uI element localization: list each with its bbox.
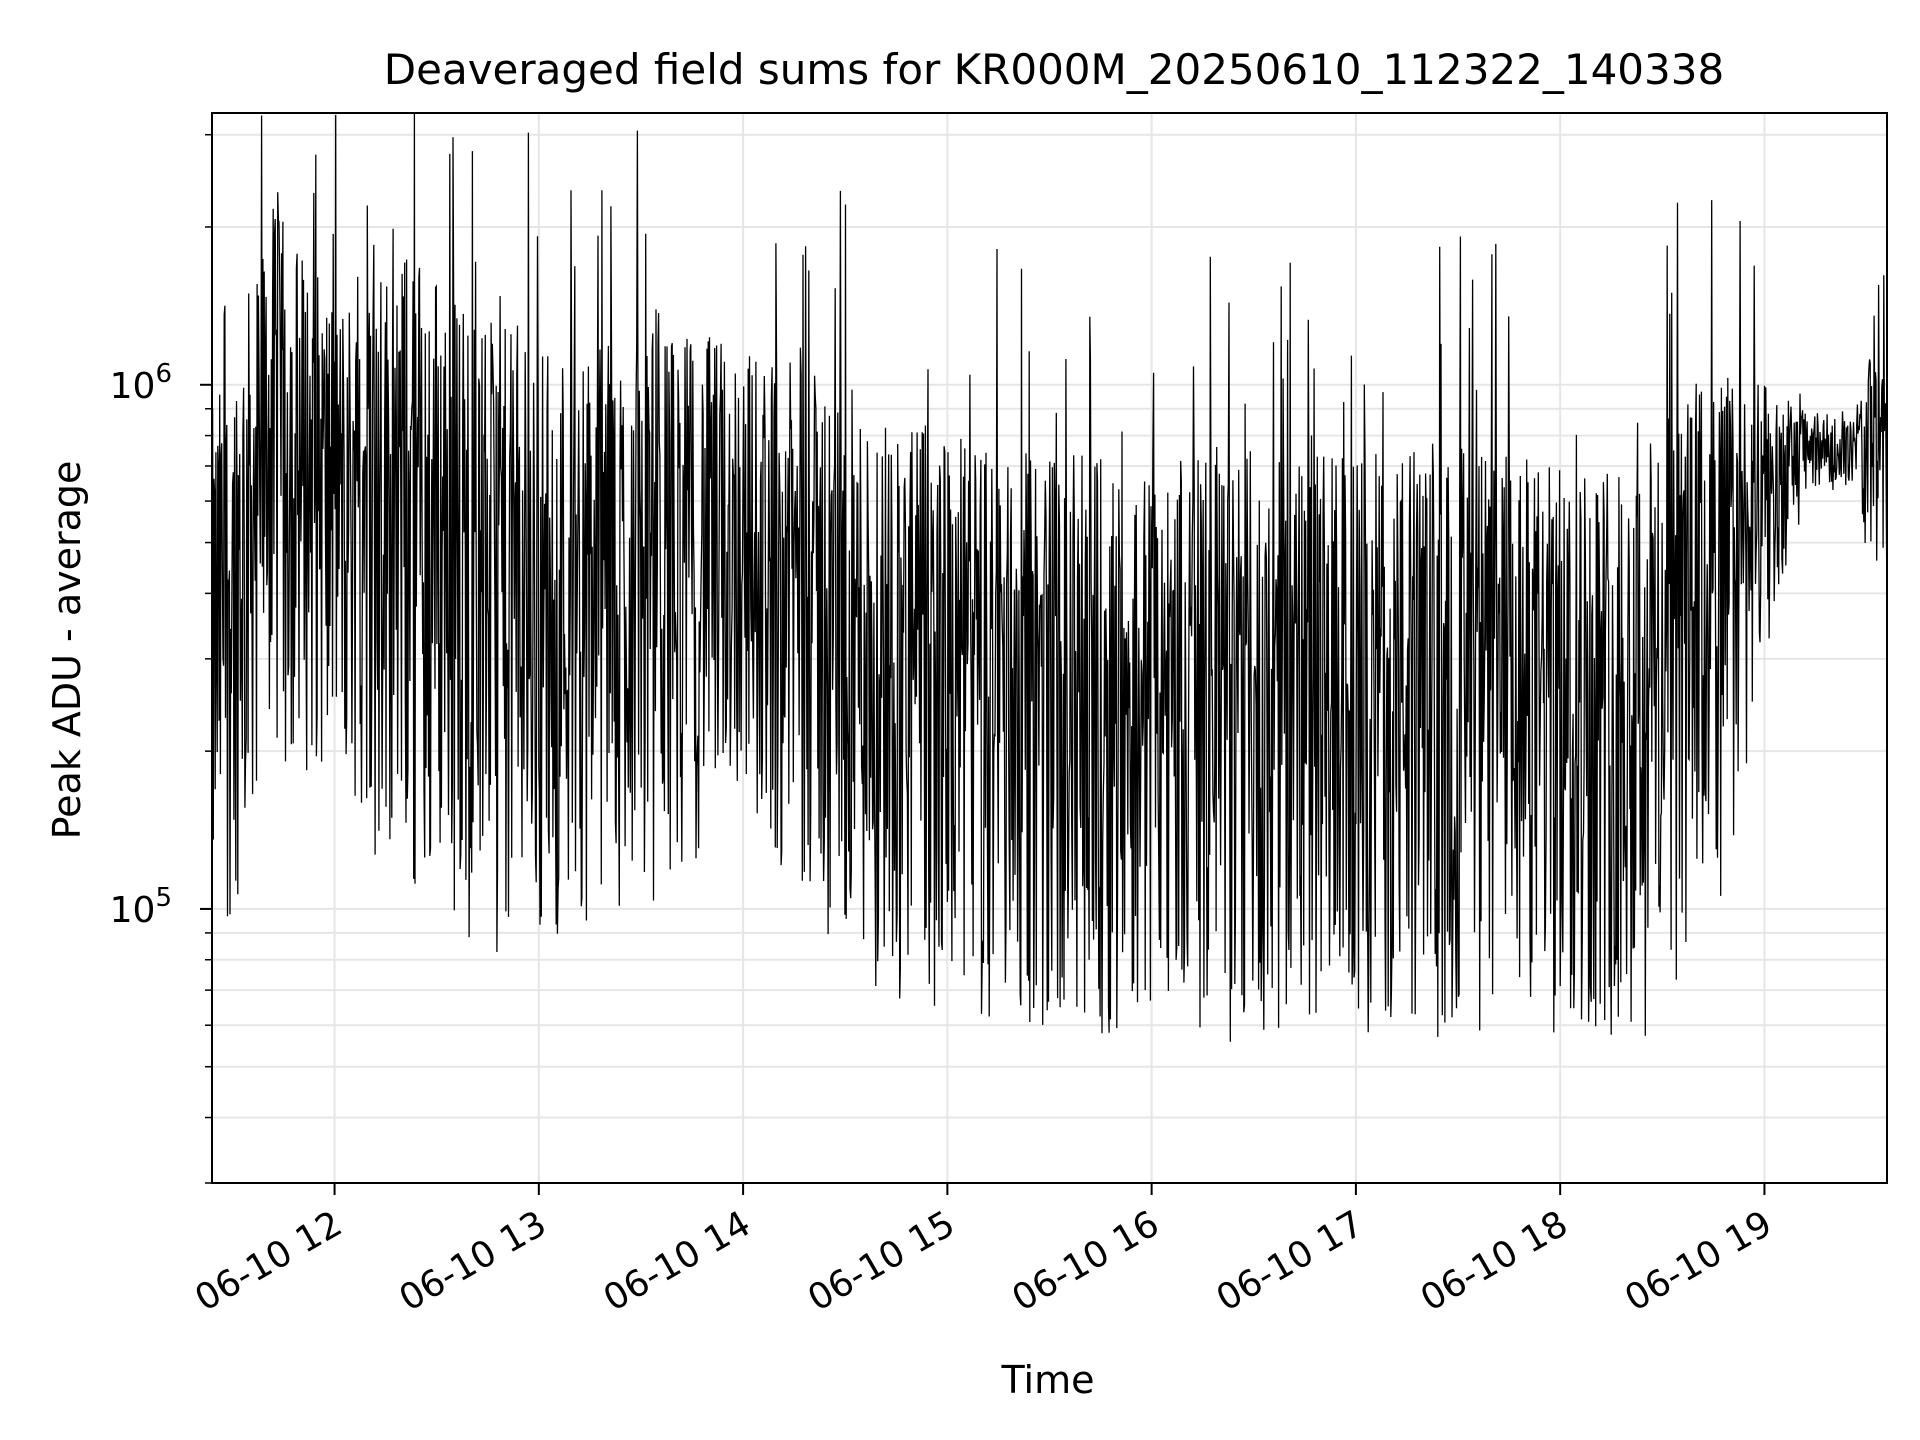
plot-area (212, 113, 1887, 1042)
x-axis-label: Time (1001, 1358, 1095, 1402)
series-line (212, 113, 1887, 1042)
x-tick-label: 06-10 17 (1210, 1203, 1371, 1319)
y-axis: 105 106 (110, 133, 212, 1184)
x-tick-label: 06-10 18 (1414, 1203, 1575, 1319)
x-tick-label: 06-10 15 (801, 1203, 962, 1319)
plot-frame (211, 112, 1888, 1184)
x-tick-label: 06-10 16 (1005, 1203, 1166, 1319)
x-tick-label: 06-10 19 (1618, 1203, 1779, 1319)
x-tick-label: 06-10 14 (597, 1203, 758, 1319)
y-tick-label: 106 (110, 359, 172, 407)
y-axis-label: Peak ADU - average (45, 461, 89, 840)
x-tick-label: 06-10 12 (188, 1203, 349, 1319)
chart-title: Deaveraged field sums for KR000M_2025061… (384, 45, 1724, 94)
x-tick-label: 06-10 13 (393, 1203, 554, 1319)
y-tick-label: 105 (110, 883, 172, 931)
x-axis: 06-10 12 06-10 13 06-10 14 06-10 15 06-10 16… (188, 1183, 1779, 1320)
